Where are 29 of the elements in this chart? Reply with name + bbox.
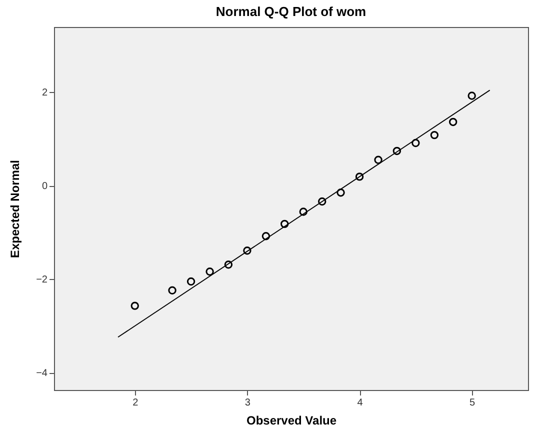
point (355, 172, 364, 181)
point (374, 156, 382, 164)
point (186, 277, 196, 286)
point (280, 220, 289, 228)
point (262, 232, 270, 240)
y-axis-title: Expected Normal (8, 160, 22, 258)
x-tick-label: 3 (244, 398, 251, 408)
y-tick-label: 0 (42, 181, 48, 192)
point (168, 286, 176, 294)
point (243, 246, 252, 255)
point (130, 302, 139, 310)
point (468, 92, 476, 100)
x-axis-title: Observed Value (246, 414, 337, 428)
y-tick-label: 2 (42, 88, 48, 99)
point (336, 188, 345, 197)
x-tick-label: 5 (470, 398, 476, 408)
x-tick-label: 2 (132, 398, 139, 408)
point (206, 268, 214, 276)
point (318, 197, 326, 206)
point (299, 208, 308, 216)
chart-title: Normal Q-Q Plot of wom (216, 4, 366, 19)
point (224, 260, 233, 269)
point (412, 138, 420, 148)
x-tick-label: 4 (357, 398, 364, 408)
y-tick-label: −2 (36, 274, 48, 286)
point (392, 146, 402, 156)
point (448, 118, 458, 126)
y-tick-label: −4 (36, 368, 48, 380)
point (430, 130, 439, 140)
